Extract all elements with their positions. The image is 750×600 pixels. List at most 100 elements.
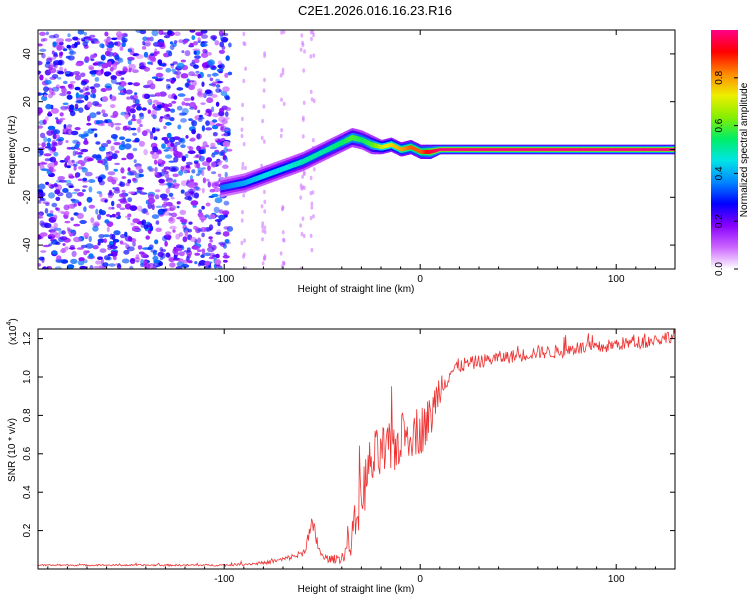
ridge-cell (301, 159, 303, 165)
ridge-cell (401, 147, 403, 152)
noise-speck (91, 73, 96, 77)
ridge-cell (416, 148, 419, 153)
noise-speck (161, 143, 166, 149)
noise-speck (84, 56, 90, 62)
noise-speck (240, 133, 244, 139)
ridge-cell (322, 149, 324, 155)
noise-speck (312, 32, 315, 38)
noise-speck (191, 35, 196, 41)
noise-speck (135, 254, 140, 260)
noise-speck (282, 101, 286, 107)
ridge-cell (303, 158, 306, 164)
noise-speck (75, 62, 83, 67)
noise-speck (211, 244, 217, 251)
noise-speck (223, 200, 230, 206)
ridge-cell (583, 148, 586, 151)
ridge-cell (433, 149, 435, 153)
ridge-cell (608, 148, 610, 151)
noise-speck (242, 31, 246, 37)
ridge-cell (568, 148, 570, 151)
noise-speck (211, 153, 216, 158)
ridge-cell (629, 148, 631, 151)
ridge-cell (533, 148, 535, 151)
noise-speck (171, 100, 177, 104)
noise-speck (97, 160, 103, 164)
noise-speck (224, 72, 229, 78)
ridge-cell (580, 148, 582, 151)
ridge-cell (664, 148, 667, 151)
noise-speck (67, 33, 71, 38)
ridge-cell (326, 147, 328, 153)
ridge-cell (490, 148, 493, 151)
noise-speck (153, 259, 160, 263)
ridge-cell (647, 148, 649, 151)
noise-speck (67, 83, 73, 89)
ridge-cell (413, 146, 415, 151)
noise-speck (83, 250, 88, 256)
noise-speck (116, 203, 122, 209)
noise-speck (176, 216, 185, 220)
ridge-cell (516, 148, 518, 151)
noise-speck (97, 241, 101, 246)
noise-speck (300, 231, 304, 237)
noise-speck (132, 94, 138, 100)
ridge-cell (657, 148, 660, 151)
noise-speck (55, 241, 61, 245)
ridge-cell (611, 148, 614, 151)
noise-speck (188, 260, 193, 264)
noise-speck (169, 225, 177, 230)
ridge-cell (246, 179, 248, 185)
noise-speck (170, 79, 175, 84)
noise-speck (77, 192, 84, 197)
noise-speck (38, 199, 42, 204)
noise-speck (312, 167, 316, 172)
noise-speck (310, 247, 314, 253)
noise-speck (193, 105, 198, 110)
ridge-cell (409, 145, 411, 150)
noise-speck (222, 231, 230, 237)
noise-speck (282, 30, 286, 35)
ridge-cell (349, 135, 351, 142)
ridge-cell (529, 148, 531, 151)
noise-speck (163, 149, 169, 152)
noise-speck (151, 127, 156, 134)
noise-speck (151, 203, 155, 211)
ridge-cell (421, 149, 423, 154)
noise-speck (88, 179, 96, 183)
ridge-cell (642, 148, 644, 151)
ridge-cell (607, 148, 609, 151)
noise-speck (62, 243, 66, 246)
y-tick-label: 0.6 (22, 446, 33, 460)
noise-speck (151, 76, 159, 79)
noise-speck (198, 149, 205, 155)
noise-speck (223, 259, 228, 263)
noise-speck (121, 41, 126, 48)
noise-speck (227, 71, 233, 76)
noise-speck (226, 148, 233, 152)
noise-speck (223, 132, 230, 137)
noise-speck (279, 133, 283, 139)
ridge-cell (310, 154, 313, 161)
noise-speck (127, 82, 133, 86)
ridge-cell (320, 150, 322, 156)
noise-speck (69, 185, 75, 188)
noise-speck (188, 146, 194, 151)
noise-speck (65, 129, 73, 136)
noise-speck (122, 125, 128, 131)
noise-speck (64, 38, 73, 42)
ridge-cell (350, 135, 353, 141)
ridge-cell (395, 145, 397, 149)
ridge-cell (630, 148, 633, 151)
noise-speck (282, 261, 286, 266)
ridge-cell (389, 143, 391, 147)
noise-speck (159, 193, 168, 199)
noise-speck (310, 205, 314, 210)
noise-speck (114, 162, 120, 166)
ridge-cell (473, 148, 475, 151)
noise-speck (111, 206, 115, 210)
ridge-cell (227, 183, 229, 189)
ridge-cell (273, 169, 275, 175)
noise-speck (154, 194, 160, 200)
noise-speck (163, 136, 169, 140)
ridge-cell (377, 144, 380, 149)
